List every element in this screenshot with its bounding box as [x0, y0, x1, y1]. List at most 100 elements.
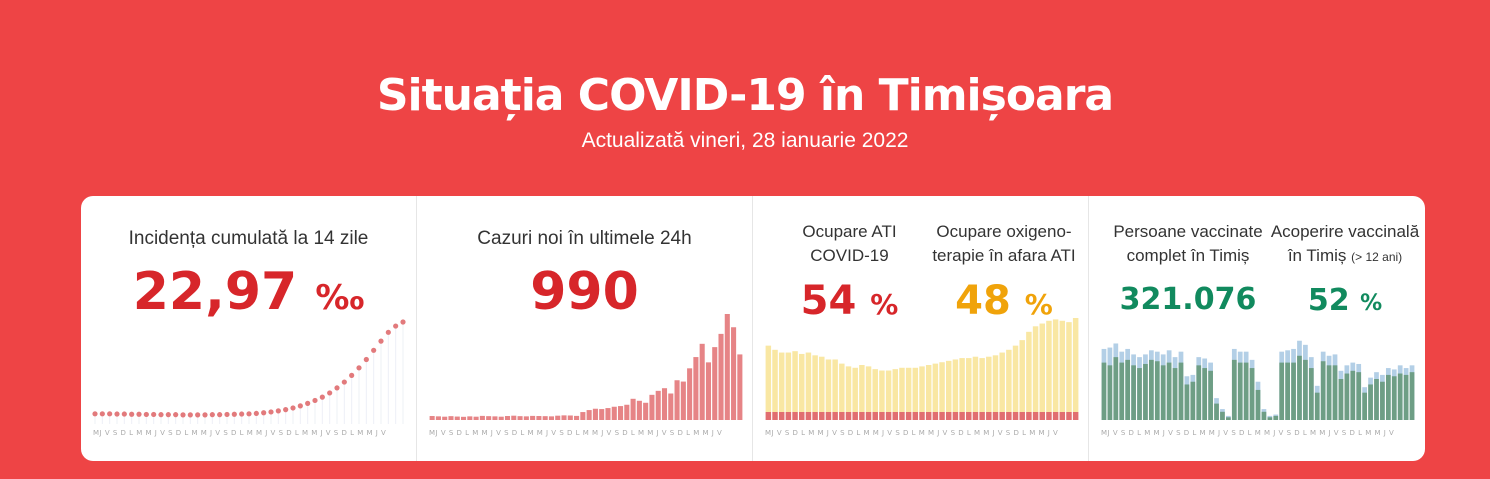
vaccination-tick-labels: MJ V S D L M M J V S D L M M J V S D L M… — [1101, 429, 1395, 437]
new-cases-bar — [731, 327, 737, 420]
incidence-number: 22,97 — [132, 262, 298, 322]
new-cases-bar — [561, 415, 567, 420]
new-cases-bar — [693, 357, 699, 420]
incidence-point — [356, 365, 362, 371]
new-cases-bar — [454, 416, 460, 420]
complete-dose-bar — [1113, 357, 1119, 420]
new-cases-bar — [511, 415, 517, 420]
page-subtitle: Actualizată vineri, 28 ianuarie 2022 — [581, 129, 909, 152]
incidence-label: Incidența cumulată la 14 zile — [128, 228, 369, 249]
new-cases-bar — [542, 416, 548, 420]
vaccinated-block: Persoane vaccinate complet în Timiș 321.… — [1103, 220, 1273, 322]
page-header: Situația COVID-19 în Timișoara Actualiza… — [0, 66, 1490, 154]
incidence-point — [151, 411, 157, 418]
icu-bar — [1039, 412, 1045, 420]
complete-dose-bar — [1350, 370, 1356, 420]
new-cases-bar — [712, 347, 718, 420]
incidence-point — [209, 412, 215, 418]
complete-dose-bar — [1172, 368, 1178, 420]
complete-dose-bar — [1220, 411, 1225, 420]
oxygen-value: 48 % — [919, 276, 1089, 330]
icu-bar — [812, 412, 818, 420]
icu-bar — [1059, 412, 1066, 420]
new-cases-bar — [674, 380, 680, 420]
incidence-point — [268, 409, 274, 415]
icu-bar — [1006, 412, 1012, 420]
oxygen-bar — [812, 355, 818, 412]
complete-dose-bar — [1214, 403, 1219, 420]
oxygen-bar — [852, 367, 858, 412]
icu-value: 54 % — [767, 276, 932, 330]
complete-dose-bar — [1303, 359, 1308, 420]
icu-bar — [845, 412, 852, 420]
stats-card: Incidența cumulată la 14 zile 22,97 ‰ MJ… — [81, 196, 1425, 461]
icu-bar — [972, 412, 979, 420]
icu-bar — [805, 412, 812, 420]
incidence-point — [173, 412, 179, 418]
oxygen-bar — [879, 370, 885, 412]
incidence-point — [143, 411, 149, 418]
incidence-point — [349, 372, 355, 378]
incidence-point — [202, 412, 208, 418]
oxygen-bar — [999, 352, 1005, 412]
complete-dose-bar — [1226, 417, 1231, 420]
incidence-point — [327, 390, 333, 396]
icu-bar — [859, 412, 865, 420]
complete-dose-bar — [1267, 417, 1273, 420]
new-cases-bar — [661, 388, 668, 420]
oxygen-bar — [1006, 349, 1012, 412]
new-cases-bar — [636, 400, 642, 420]
new-cases-bar — [643, 402, 649, 420]
oxygen-bar — [1066, 322, 1072, 412]
new-cases-bar — [548, 416, 554, 420]
icu-label-2: COVID-19 — [810, 246, 889, 265]
new-cases-bar — [435, 416, 441, 420]
incidence-point — [246, 411, 252, 417]
complete-dose-bar — [1356, 372, 1362, 420]
incidence-point — [312, 397, 318, 404]
complete-dose-bar — [1320, 361, 1326, 420]
oxygen-number: 48 — [955, 278, 1011, 324]
incidence-point — [385, 329, 391, 335]
icu-number: 54 — [800, 278, 857, 324]
oxygen-bar — [805, 352, 812, 412]
complete-dose-bar — [1273, 415, 1279, 420]
incidence-point — [253, 410, 259, 417]
icu-bar — [892, 412, 899, 420]
complete-dose-bar — [1332, 365, 1338, 420]
new-cases-bar — [517, 416, 523, 420]
oxygen-bar — [925, 365, 932, 412]
new-cases-bar — [592, 408, 598, 420]
incidence-point — [378, 338, 384, 344]
incidence-point — [121, 411, 127, 417]
incidence-point — [180, 412, 186, 418]
oxygen-bar — [892, 369, 899, 412]
icu-bar — [865, 412, 872, 420]
incidence-point — [283, 407, 289, 413]
complete-dose-bar — [1368, 384, 1373, 420]
complete-dose-bar — [1143, 363, 1148, 420]
incidence-unit: ‰ — [315, 278, 365, 318]
incidence-point — [341, 379, 347, 385]
complete-dose-bar — [1107, 365, 1113, 420]
oxygen-bar — [1032, 326, 1039, 412]
icu-bar — [778, 412, 785, 420]
new-cases-bar — [611, 406, 617, 420]
icu-bar — [899, 412, 905, 420]
oxygen-bar — [1026, 331, 1032, 412]
oxygen-bar — [799, 353, 805, 412]
complete-dose-bar — [1166, 362, 1172, 420]
incidence-point — [224, 411, 230, 418]
incidence-point — [136, 411, 142, 417]
complete-dose-bar — [1255, 389, 1261, 420]
icu-bar — [772, 412, 778, 420]
oxygen-bar — [765, 345, 772, 412]
complete-dose-bar — [1362, 392, 1368, 420]
incidence-point — [371, 347, 377, 353]
icu-bar — [999, 412, 1005, 420]
new-cases-bar — [680, 381, 686, 420]
hospital-panel: Ocupare ATI COVID-19 54 % Ocupare oxigen… — [753, 196, 1089, 461]
icu-bar — [825, 412, 832, 420]
new-cases-bar — [668, 393, 674, 420]
new-cases-bar — [448, 416, 454, 420]
